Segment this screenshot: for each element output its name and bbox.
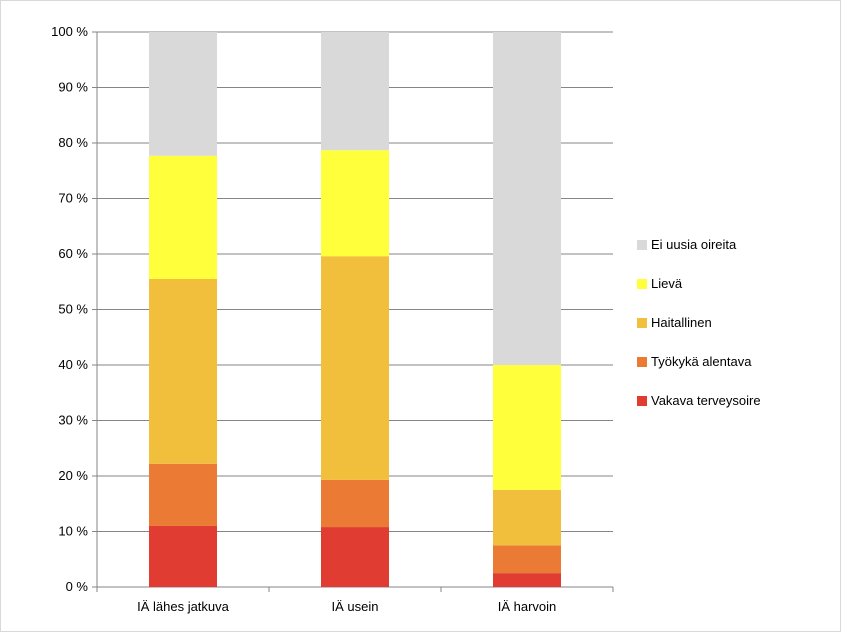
bar-segment-haitallinen-2 (321, 256, 389, 480)
bar-segment-vakava-terveysoire-2 (321, 527, 389, 587)
y-tick-label: 30 % (58, 413, 88, 428)
bars (149, 32, 561, 587)
legend: Ei uusia oireita Lievä Haitallinen Työkykä … (637, 237, 761, 408)
y-tick-label: 100 % (51, 24, 88, 39)
y-tick-label: 70 % (58, 191, 88, 206)
x-tick-label: IÄ harvoin (498, 599, 557, 614)
y-tick-label: 40 % (58, 357, 88, 372)
y-tick-label: 90 % (58, 80, 88, 95)
x-tick-label: IÄ lähes jatkuva (137, 599, 230, 614)
bar-segment-vakava-terveysoire-1 (149, 525, 217, 587)
legend-swatch-haitallinen (637, 318, 647, 328)
x-tick-label: IÄ usein (332, 599, 379, 614)
legend-label-tyokyka-alentava: Työkykä alentava (651, 354, 752, 369)
y-tick-label: 80 % (58, 135, 88, 150)
bar-segment-tyokyka-alentava-1 (149, 463, 217, 526)
legend-swatch-lieva (637, 279, 647, 289)
bar-segment-haitallinen-3 (493, 489, 561, 546)
bar-segment-lieva-1 (149, 155, 217, 279)
legend-label-haitallinen: Haitallinen (651, 315, 712, 330)
legend-label-lieva: Lievä (651, 276, 683, 291)
bar-segment-ei-uusia-oireita-3 (493, 32, 561, 365)
y-tick-label: 50 % (58, 302, 88, 317)
bar-segment-tyokyka-alentava-3 (493, 545, 561, 574)
y-tick-label: 60 % (58, 246, 88, 261)
bar-segment-lieva-3 (493, 365, 561, 490)
y-tick-label: 10 % (58, 524, 88, 539)
legend-swatch-vakava-terveysoire (637, 396, 647, 406)
legend-label-ei-uusia-oireita: Ei uusia oireita (651, 237, 737, 252)
bar-segment-tyokyka-alentava-2 (321, 479, 389, 528)
bar-segment-vakava-terveysoire-3 (493, 573, 561, 587)
y-tick-label: 0 % (66, 579, 89, 594)
bar-segment-ei-uusia-oireita-1 (149, 32, 217, 156)
y-tick-label: 20 % (58, 468, 88, 483)
legend-swatch-ei-uusia-oireita (637, 240, 647, 250)
bar-segment-ei-uusia-oireita-2 (321, 32, 389, 151)
legend-swatch-tyokyka-alentava (637, 357, 647, 367)
legend-label-vakava-terveysoire: Vakava terveysoire (651, 393, 761, 408)
bar-segment-lieva-2 (321, 150, 389, 257)
bar-segment-haitallinen-1 (149, 278, 217, 464)
